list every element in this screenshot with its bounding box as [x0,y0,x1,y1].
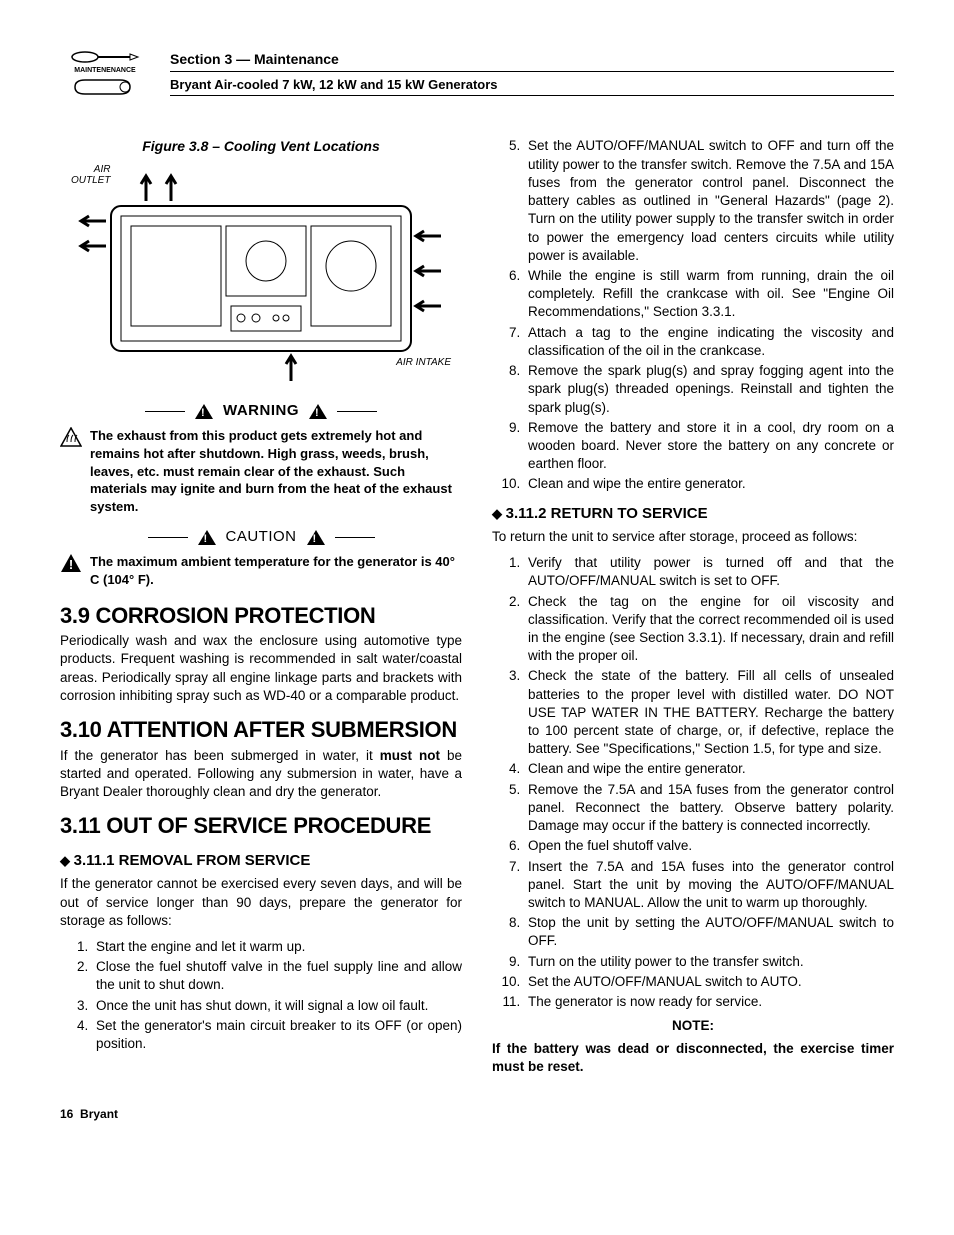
caution-text: The maximum ambient temperature for the … [90,553,462,588]
body-3-10: If the generator has been submerged in w… [60,747,462,802]
alert-icon: ! [60,553,82,578]
list-item: Turn on the utility power to the transfe… [524,953,894,971]
page-header: MAINTENENANCE Section 3 — Maintenance Br… [60,50,894,97]
list-item: While the engine is still warm from runn… [524,267,894,322]
list-item: Remove the 7.5A and 15A fuses from the g… [524,781,894,836]
maintenance-icon: MAINTENENANCE [60,50,150,97]
list-item: Clean and wipe the entire generator. [524,760,894,778]
body-3-9: Periodically wash and wax the enclosure … [60,632,462,705]
list-item: Set the AUTO/OFF/MANUAL switch to AUTO. [524,973,894,991]
warning-icon [309,404,327,419]
warning-text: The exhaust from this product gets extre… [90,427,462,515]
air-outlet-label: AIR OUTLET [71,164,110,186]
list-item: Check the tag on the engine for oil visc… [524,593,894,666]
warning-note: The exhaust from this product gets extre… [60,427,462,515]
content-columns: Figure 3.8 – Cooling Vent Locations AIR … [60,137,894,1076]
list-item: The generator is now ready for service. [524,993,894,1011]
heading-3-10: 3.10 ATTENTION AFTER SUBMERSION [60,715,462,745]
maintenance-label: MAINTENENANCE [60,66,150,75]
list-item: Check the state of the battery. Fill all… [524,667,894,758]
page-number: 16 [60,1107,73,1121]
section-title: Section 3 — Maintenance [170,50,894,72]
caution-label: CAUTION [226,527,297,547]
page-footer: 16 Bryant [60,1106,894,1122]
intro-3-11-2: To return the unit to service after stor… [492,528,894,546]
list-item: Set the generator's main circuit breaker… [92,1017,462,1053]
warning-bar: WARNING [60,401,462,421]
warning-icon [195,404,213,419]
heading-3-11-1: 3.11.1 REMOVAL FROM SERVICE [60,851,462,871]
list-item: Set the AUTO/OFF/MANUAL switch to OFF an… [524,137,894,265]
right-column: Set the AUTO/OFF/MANUAL switch to OFF an… [492,137,894,1076]
list-item: Insert the 7.5A and 15A fuses into the g… [524,858,894,913]
list-item: Verify that utility power is turned off … [524,554,894,590]
note-label: NOTE: [492,1017,894,1035]
figure-caption: Figure 3.8 – Cooling Vent Locations [60,137,462,156]
caution-note: ! The maximum ambient temperature for th… [60,553,462,588]
list-item: Stop the unit by setting the AUTO/OFF/MA… [524,914,894,950]
warning-label: WARNING [223,401,299,421]
heading-3-11-2: 3.11.2 RETURN TO SERVICE [492,504,894,524]
list-item: Once the unit has shut down, it will sig… [92,997,462,1015]
list-item: Attach a tag to the engine indicating th… [524,324,894,360]
caution-icon [198,530,216,545]
intro-3-11-1: If the generator cannot be exercised eve… [60,875,462,930]
heading-3-11: 3.11 OUT OF SERVICE PROCEDURE [60,811,462,841]
caution-icon [307,530,325,545]
list-item: Remove the battery and store it in a coo… [524,419,894,474]
list-item: Open the fuel shutoff valve. [524,837,894,855]
svg-text:!: ! [69,557,73,572]
section-subtitle: Bryant Air-cooled 7 kW, 12 kW and 15 kW … [170,76,894,97]
steps-3-11-1-part2: Set the AUTO/OFF/MANUAL switch to OFF an… [492,137,894,493]
list-item: Clean and wipe the entire generator. [524,475,894,493]
caution-bar: CAUTION [60,527,462,547]
air-intake-label: AIR INTAKE [396,356,451,370]
footer-brand: Bryant [80,1107,118,1121]
steps-3-11-2: Verify that utility power is turned off … [492,554,894,1011]
list-item: Remove the spark plug(s) and spray foggi… [524,362,894,417]
list-item: Close the fuel shutoff valve in the fuel… [92,958,462,994]
header-text: Section 3 — Maintenance Bryant Air-coole… [170,50,894,96]
note-text: If the battery was dead or disconnected,… [492,1040,894,1076]
left-column: Figure 3.8 – Cooling Vent Locations AIR … [60,137,462,1076]
steps-3-11-1-part1: Start the engine and let it warm up. Clo… [60,938,462,1053]
heading-3-9: 3.9 CORROSION PROTECTION [60,601,462,631]
list-item: Start the engine and let it warm up. [92,938,462,956]
cooling-vent-diagram: AIR OUTLET [71,166,451,391]
hot-surface-icon [60,427,82,452]
